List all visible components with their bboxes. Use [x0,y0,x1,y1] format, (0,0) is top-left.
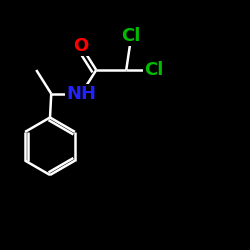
Text: O: O [74,37,89,55]
Text: Cl: Cl [122,27,141,45]
Text: NH: NH [66,85,96,103]
Text: Cl: Cl [144,61,164,79]
